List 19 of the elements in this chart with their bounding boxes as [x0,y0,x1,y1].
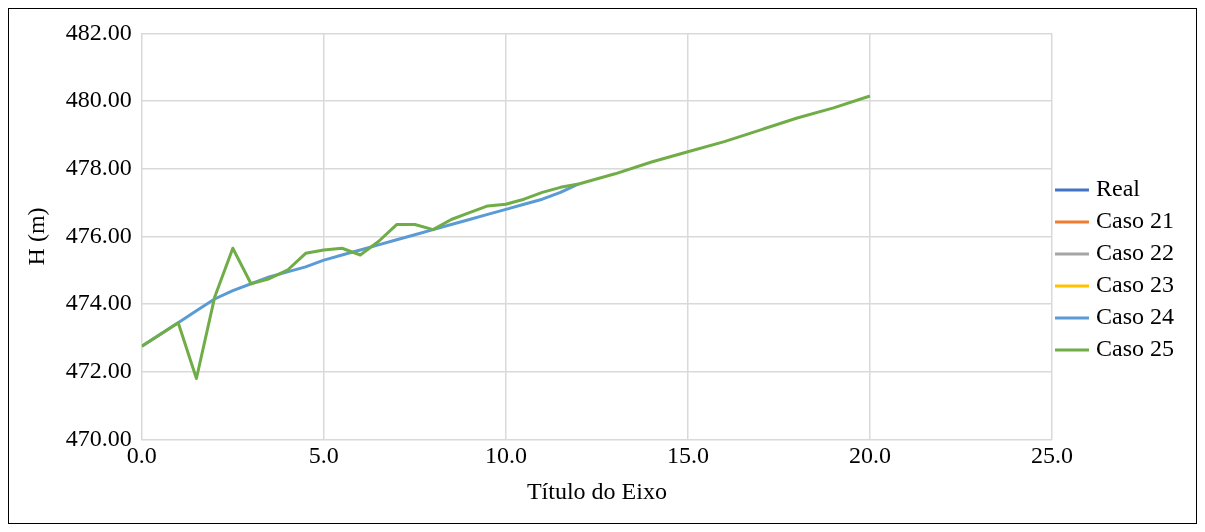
legend-label: Caso 21 [1096,207,1174,234]
x-tick-label: 25.0 [1031,442,1073,469]
legend-label: Caso 24 [1096,303,1174,330]
y-tick-label: 480.00 [65,86,132,113]
legend-label: Caso 22 [1096,239,1174,266]
x-axis-title: Título do Eixo [526,477,667,504]
y-tick-label: 478.00 [65,154,132,181]
y-tick-label: 482.00 [65,18,132,45]
x-tick-label: 10.0 [484,442,527,469]
y-axis-title: H (m) [22,207,49,266]
legend-label: Caso 25 [1096,335,1174,362]
y-tick-label: 476.00 [65,221,132,248]
legend-label: Real [1096,175,1141,202]
x-tick-label: 15.0 [666,442,709,469]
y-tick-label: 472.00 [65,357,132,384]
y-tick-label: 474.00 [65,289,132,316]
x-tick-label: 5.0 [308,442,339,469]
legend-label: Caso 23 [1096,271,1174,298]
x-tick-label: 20.0 [848,442,891,469]
